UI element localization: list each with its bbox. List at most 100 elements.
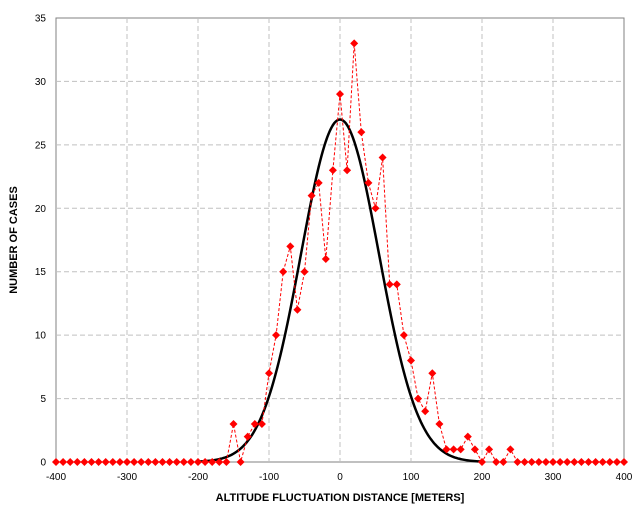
data-point: [541, 458, 550, 466]
data-point: [350, 39, 359, 48]
data-point: [556, 458, 565, 466]
x-tick-label: -200: [188, 472, 208, 483]
data-point: [470, 445, 479, 454]
y-tick-label: 30: [35, 77, 47, 88]
data-point: [506, 445, 515, 454]
data-point: [66, 458, 75, 466]
data-point: [186, 458, 195, 466]
data-point: [421, 407, 430, 416]
data-point: [392, 280, 401, 289]
data-point: [130, 458, 139, 466]
data-point: [179, 458, 188, 466]
data-point: [144, 458, 153, 466]
data-point: [407, 356, 415, 365]
x-tick-label: 0: [337, 472, 343, 483]
y-tick-label: 5: [40, 394, 46, 405]
grid-lines: [56, 18, 624, 462]
data-point: [236, 458, 245, 466]
x-tick-label: 400: [616, 472, 632, 483]
y-tick-labels: 0 5 10 15 20 25 30 35: [35, 14, 47, 469]
data-point: [194, 458, 202, 466]
data-point: [591, 458, 600, 466]
data-point: [59, 458, 68, 466]
data-point: [428, 369, 437, 378]
data-point: [371, 204, 380, 213]
data-point: [336, 90, 344, 99]
data-point: [250, 419, 259, 428]
data-point: [449, 445, 458, 454]
data-point: [73, 458, 82, 466]
data-point: [123, 458, 131, 466]
data-point: [243, 432, 252, 441]
data-point: [513, 458, 522, 466]
data-point: [293, 305, 302, 314]
data-point: [80, 458, 89, 466]
data-point: [272, 331, 281, 340]
data-point: [399, 331, 408, 340]
data-point: [463, 432, 472, 441]
x-tick-label: -400: [46, 472, 66, 483]
data-point: [314, 178, 323, 187]
data-point: [201, 458, 210, 466]
data-point: [492, 458, 501, 466]
data-point: [321, 255, 330, 264]
data-point: [172, 458, 181, 466]
data-point: [364, 178, 373, 187]
x-tick-label: 200: [474, 472, 491, 483]
data-point: [527, 458, 536, 466]
x-axis-title: ALTITUDE FLUCTUATION DISTANCE [METERS]: [216, 492, 465, 504]
data-point: [478, 458, 486, 466]
data-point: [549, 458, 557, 466]
data-point: [108, 458, 117, 466]
y-tick-label: 35: [35, 14, 47, 25]
data-point: [229, 419, 238, 428]
data-point: [499, 458, 508, 466]
data-point: [286, 242, 295, 251]
data-point: [584, 458, 593, 466]
data-point: [456, 445, 465, 454]
data-point: [208, 458, 217, 466]
data-point: [435, 419, 444, 428]
data-point: [52, 458, 60, 466]
x-tick-label: 100: [403, 472, 420, 483]
data-point: [620, 458, 628, 466]
data-point: [378, 153, 387, 162]
data-point: [151, 458, 160, 466]
y-tick-label: 20: [35, 204, 47, 215]
data-point: [605, 458, 614, 466]
x-tick-label: -300: [117, 472, 137, 483]
data-point: [442, 445, 451, 454]
y-tick-label: 25: [35, 140, 47, 151]
x-tick-label: -100: [259, 472, 279, 483]
data-point: [165, 458, 174, 466]
data-point: [137, 458, 146, 466]
data-point: [279, 267, 288, 276]
data-point: [328, 166, 337, 175]
y-tick-label: 10: [35, 331, 47, 342]
data-point: [101, 458, 110, 466]
data-point: [563, 458, 572, 466]
data-point: [300, 267, 309, 276]
data-point: [534, 458, 543, 466]
x-tick-labels: -400 -300 -200 -100 0 100 200 300 400: [46, 472, 632, 483]
data-point: [215, 458, 224, 466]
data-point: [485, 445, 494, 454]
y-tick-label: 0: [40, 458, 46, 469]
data-point: [265, 369, 273, 378]
data-point: [520, 458, 529, 466]
data-point: [158, 458, 167, 466]
y-tick-label: 15: [35, 267, 47, 278]
data-point: [612, 458, 621, 466]
data-point: [257, 419, 266, 428]
data-point: [577, 458, 586, 466]
data-point: [414, 394, 423, 403]
data-point: [570, 458, 579, 466]
data-point: [385, 280, 394, 289]
data-point: [87, 458, 96, 466]
data-point: [307, 191, 316, 200]
y-axis-title: NUMBER OF CASES: [8, 186, 20, 294]
data-point: [222, 458, 231, 466]
data-point: [598, 458, 607, 466]
data-point: [94, 458, 103, 466]
